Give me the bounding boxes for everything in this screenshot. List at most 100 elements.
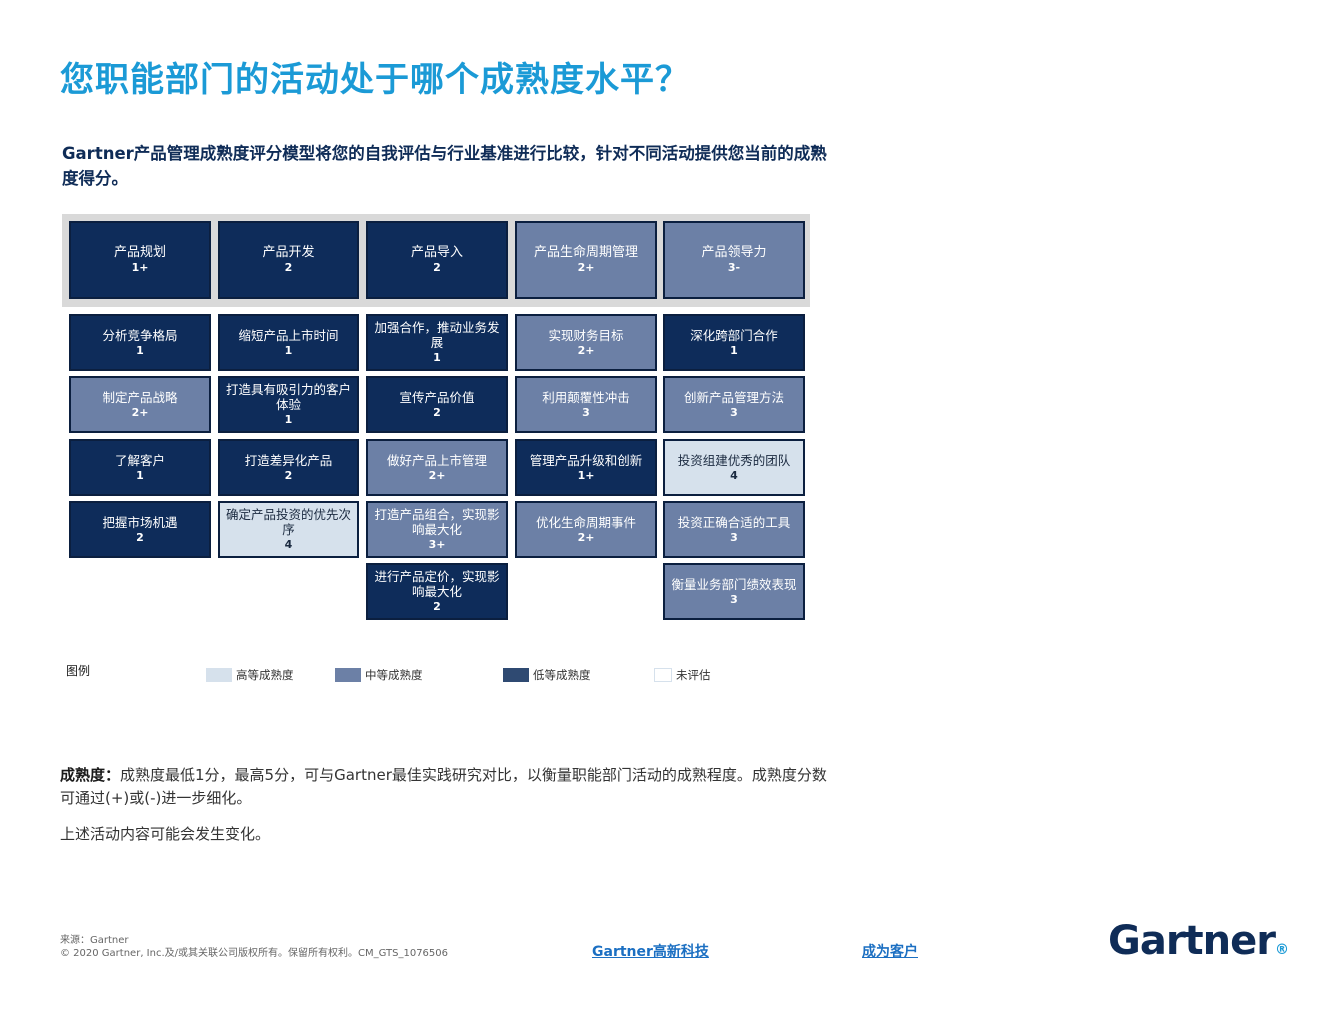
legend-item-medium: 中等成熟度 xyxy=(335,667,423,683)
activity-score: 4 xyxy=(730,468,738,482)
activity-name: 做好产品上市管理 xyxy=(386,452,487,468)
activity-name: 投资组建优秀的团队 xyxy=(677,452,791,468)
activity-name: 把握市场机遇 xyxy=(102,514,178,530)
activity-cell: 创新产品管理方法 3 xyxy=(663,376,805,433)
become-client-link[interactable]: 成为客户 xyxy=(862,944,918,960)
column-header-product-planning: 产品规划 1+ xyxy=(69,221,211,299)
activity-name: 制定产品战略 xyxy=(102,389,178,405)
activity-cell: 打造产品组合，实现影响最大化 3+ xyxy=(366,501,508,558)
legend-label: 高等成熟度 xyxy=(236,668,294,682)
activity-name: 管理产品升级和创新 xyxy=(529,452,643,468)
activity-score: 1 xyxy=(136,468,144,482)
column-name: 产品领导力 xyxy=(701,245,767,260)
activity-score: 2+ xyxy=(131,405,149,419)
legend-label: 低等成熟度 xyxy=(533,668,591,682)
column-name: 产品导入 xyxy=(410,245,463,260)
activity-name: 优化生命周期事件 xyxy=(535,514,636,530)
activity-cell: 打造差异化产品 2 xyxy=(218,439,359,496)
activity-score: 3 xyxy=(730,405,738,419)
gartner-hitech-link[interactable]: Gartner高新科技 xyxy=(592,944,709,960)
activity-cell: 投资组建优秀的团队 4 xyxy=(663,439,805,496)
activity-score: 3 xyxy=(730,592,738,606)
activity-name: 确定产品投资的优先次序 xyxy=(225,507,351,537)
activity-score: 2 xyxy=(433,405,441,419)
activity-cell: 加强合作，推动业务发展 1 xyxy=(366,314,508,371)
column-score: 3- xyxy=(727,261,741,274)
column-name: 产品生命周期管理 xyxy=(533,245,638,260)
footer-source: 来源：Gartner © 2020 Gartner, Inc.及/或其关联公司版… xyxy=(60,934,448,960)
activity-score: 3+ xyxy=(428,538,446,551)
logo-mark: ® xyxy=(1275,942,1289,958)
column-name: 产品规划 xyxy=(113,245,166,260)
activity-score: 1 xyxy=(284,413,293,426)
legend-item-low: 低等成熟度 xyxy=(503,667,591,683)
activity-name: 创新产品管理方法 xyxy=(683,389,784,405)
legend-swatch xyxy=(206,668,232,682)
activity-score: 2 xyxy=(136,530,144,544)
activity-score: 3 xyxy=(730,530,738,544)
gartner-logo: Gartner® xyxy=(1108,918,1289,964)
legend-item-not-assessed: 未评估 xyxy=(654,667,711,683)
legend-item-high: 高等成熟度 xyxy=(206,667,294,683)
activity-name: 加强合作，推动业务发展 xyxy=(374,320,500,350)
activity-cell: 制定产品战略 2+ xyxy=(69,376,211,433)
activity-cell: 缩短产品上市时间 1 xyxy=(218,314,359,371)
activity-cell: 衡量业务部门绩效表现 3 xyxy=(663,563,805,620)
activity-cell: 利用颠覆性冲击 3 xyxy=(515,376,657,433)
activity-score: 2 xyxy=(433,600,441,613)
activity-cell: 管理产品升级和创新 1+ xyxy=(515,439,657,496)
activity-name: 了解客户 xyxy=(114,452,165,468)
column-score: 1+ xyxy=(131,261,149,274)
activity-score: 1 xyxy=(136,343,144,357)
legend-swatch xyxy=(654,668,672,682)
activity-score: 1 xyxy=(730,343,738,357)
column-score: 2 xyxy=(284,261,293,274)
activity-cell: 实现财务目标 2+ xyxy=(515,314,657,371)
activity-score: 2+ xyxy=(577,343,595,357)
activity-cell: 分析竞争格局 1 xyxy=(69,314,211,371)
activity-cell: 宣传产品价值 2 xyxy=(366,376,508,433)
page-title: 您职能部门的活动处于哪个成熟度水平？ xyxy=(60,60,690,100)
activity-score: 1 xyxy=(284,343,293,357)
activity-cell: 做好产品上市管理 2+ xyxy=(366,439,508,496)
maturity-note-label: 成熟度： xyxy=(60,766,121,784)
maturity-note: 成熟度：成熟度最低1分，最高5分，可与Gartner最佳实践研究对比，以衡量职能… xyxy=(60,764,840,810)
column-name: 产品开发 xyxy=(262,245,315,260)
activity-score: 3 xyxy=(582,405,590,419)
legend-label: 未评估 xyxy=(676,668,711,682)
source-line: 来源：Gartner xyxy=(60,935,129,946)
column-header-product-launch: 产品导入 2 xyxy=(366,221,508,299)
column-header-lifecycle-management: 产品生命周期管理 2+ xyxy=(515,221,657,299)
legend-swatch xyxy=(335,668,361,682)
activity-score: 2+ xyxy=(577,530,595,544)
copyright-line: © 2020 Gartner, Inc.及/或其关联公司版权所有。保留所有权利。… xyxy=(60,948,449,959)
activity-name: 进行产品定价，实现影响最大化 xyxy=(374,569,500,599)
activity-cell: 投资正确合适的工具 3 xyxy=(663,501,805,558)
activity-name: 分析竞争格局 xyxy=(102,327,178,343)
legend-title: 图例 xyxy=(66,664,91,678)
activity-cell: 优化生命周期事件 2+ xyxy=(515,501,657,558)
column-header-product-leadership: 产品领导力 3- xyxy=(663,221,805,299)
column-score: 2+ xyxy=(577,261,595,274)
activity-score: 4 xyxy=(284,538,293,551)
page-subtitle: Gartner产品管理成熟度评分模型将您的自我评估与行业基准进行比较，针对不同活… xyxy=(62,144,827,188)
activity-name: 缩短产品上市时间 xyxy=(238,327,339,343)
legend-label: 中等成熟度 xyxy=(365,668,423,682)
activity-score: 1 xyxy=(433,351,441,364)
activity-name: 利用颠覆性冲击 xyxy=(542,389,630,405)
activity-score: 2 xyxy=(284,468,293,482)
activity-cell: 确定产品投资的优先次序 4 xyxy=(218,501,359,558)
activity-cell: 打造具有吸引力的客户体验 1 xyxy=(218,376,359,433)
activity-cell: 了解客户 1 xyxy=(69,439,211,496)
activity-cell: 把握市场机遇 2 xyxy=(69,501,211,558)
logo-text: Gartner xyxy=(1108,918,1276,964)
activity-name: 打造差异化产品 xyxy=(244,452,333,468)
activity-name: 深化跨部门合作 xyxy=(690,327,778,343)
column-score: 2 xyxy=(433,261,441,274)
activity-name: 衡量业务部门绩效表现 xyxy=(671,576,797,592)
activity-cell: 进行产品定价，实现影响最大化 2 xyxy=(366,563,508,620)
activity-name: 打造具有吸引力的客户体验 xyxy=(225,382,351,412)
activity-score: 1+ xyxy=(577,468,595,482)
activity-cell: 深化跨部门合作 1 xyxy=(663,314,805,371)
change-note: 上述活动内容可能会发生变化。 xyxy=(60,825,271,843)
